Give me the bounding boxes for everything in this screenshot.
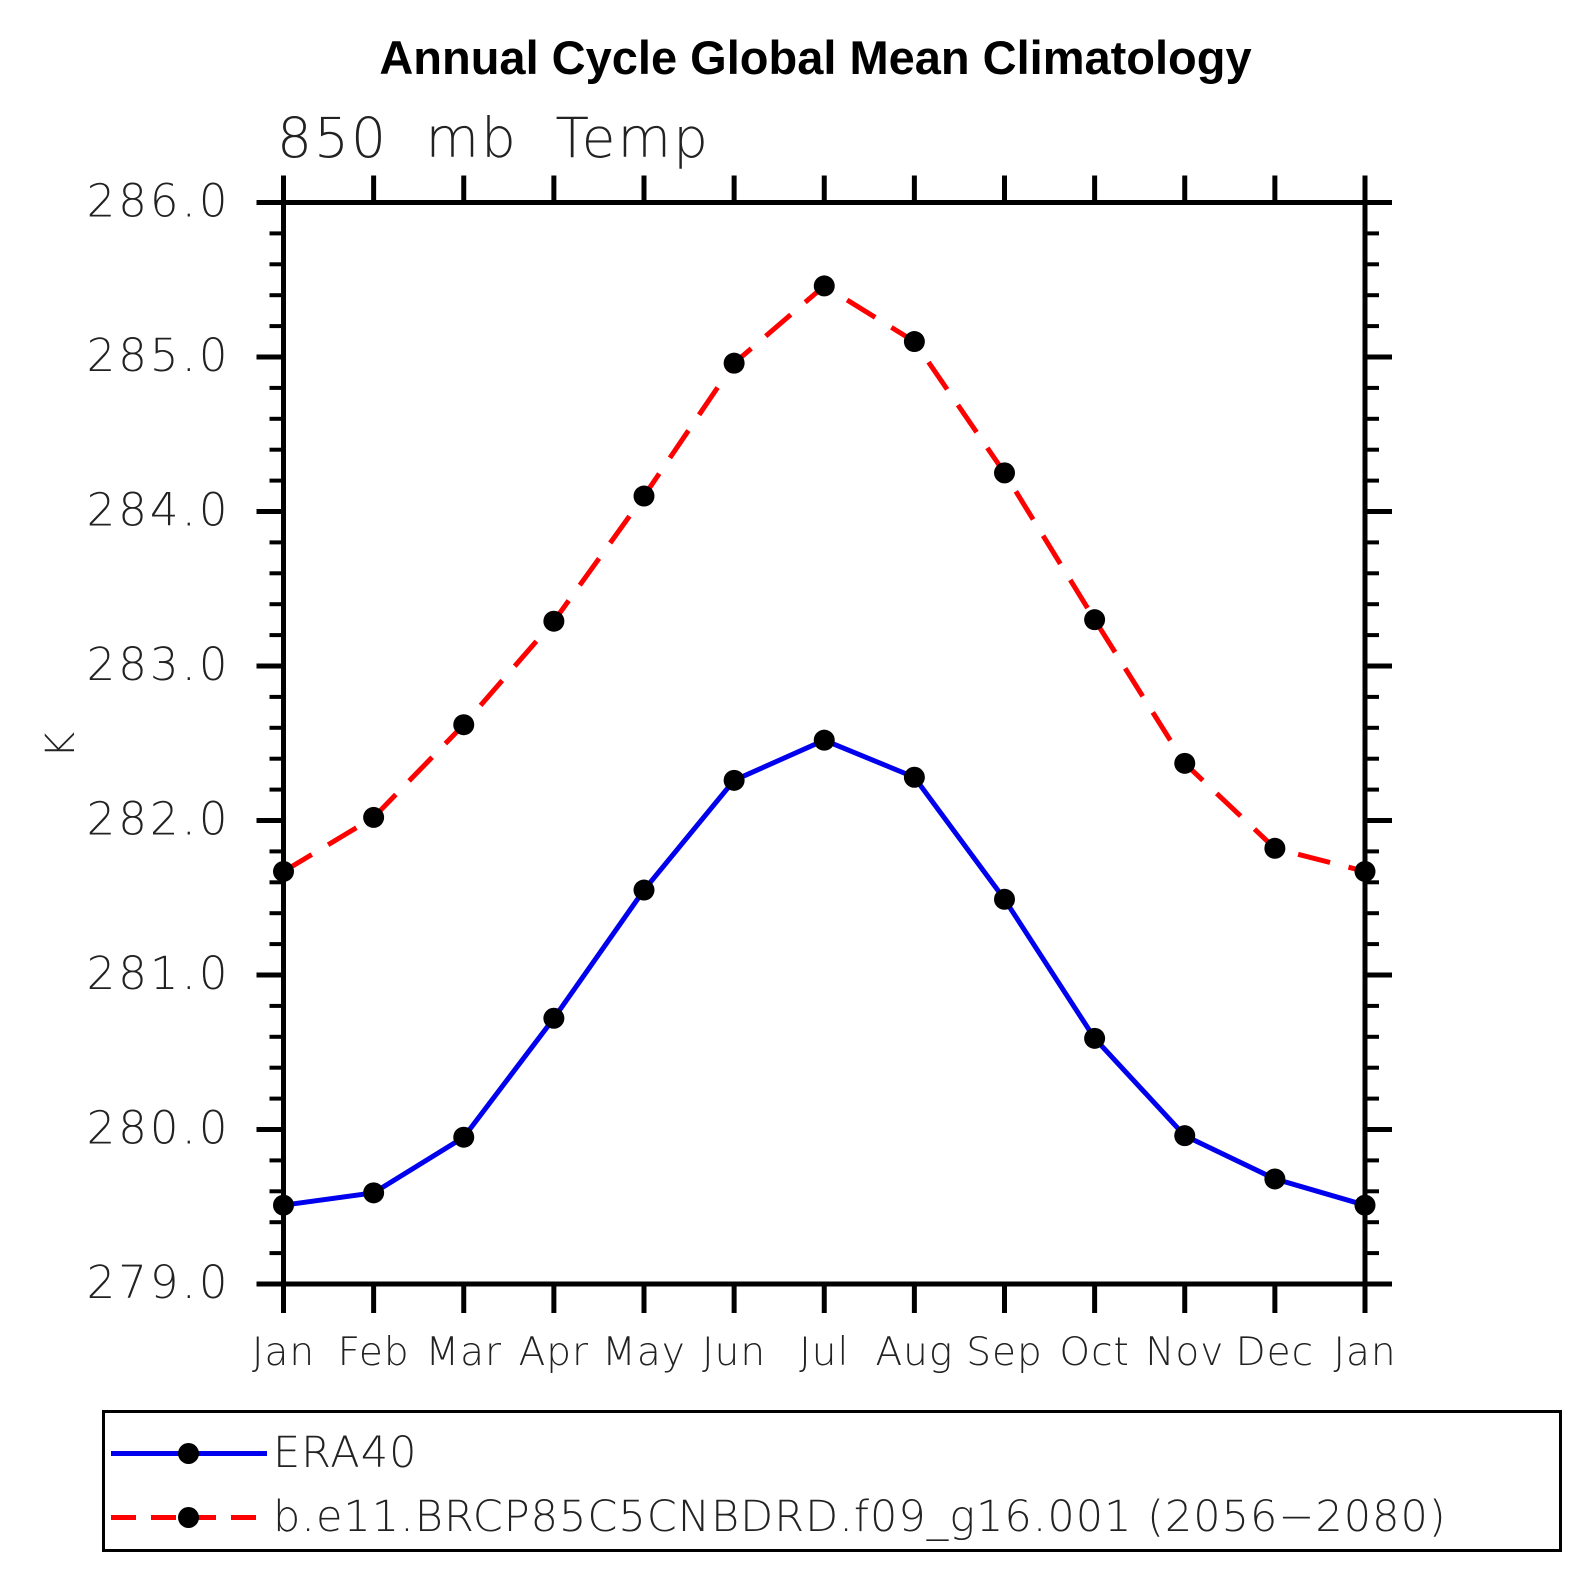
data-point-marker (1264, 1168, 1286, 1190)
data-point-marker (903, 331, 925, 353)
data-point-marker (363, 1182, 385, 1204)
data-point-marker (994, 462, 1015, 484)
data-point-marker (1084, 609, 1106, 631)
month-label: Jul (799, 1330, 849, 1375)
month-label: Jun (702, 1330, 766, 1375)
month-label: May (602, 1330, 686, 1375)
data-point-marker (1084, 1027, 1106, 1049)
legend-box: ERA40 b.e11.BRCP85C5CNBDRD.f09_g16.001 (… (102, 1410, 1562, 1552)
month-label: Aug (875, 1330, 953, 1375)
data-point-marker (1354, 860, 1376, 882)
data-point-marker (543, 1007, 565, 1029)
series-line-era40 (283, 737, 1366, 1208)
month-label: Apr (519, 1330, 589, 1375)
month-label: Feb (338, 1330, 410, 1375)
data-point-marker (633, 485, 655, 507)
legend-item-model: b.e11.BRCP85C5CNBDRD.f09_g16.001 (2056−2… (111, 1492, 1447, 1542)
data-point-marker (453, 714, 475, 736)
month-label: Oct (1059, 1330, 1129, 1375)
y-axis-tick-label: 285.0 (87, 329, 231, 382)
data-point-marker (273, 1194, 294, 1216)
series-line-model (282, 282, 1366, 874)
chart-title: Annual Cycle Global Mean Climatology (379, 31, 1252, 84)
legend-line-dashed-icon (111, 1506, 267, 1528)
data-point-marker (543, 610, 565, 632)
data-point-marker (453, 1126, 475, 1148)
data-point-marker (633, 879, 655, 901)
data-point-marker (903, 766, 925, 788)
month-label: Mar (425, 1330, 502, 1375)
data-point-marker (813, 275, 835, 297)
data-point-marker (363, 806, 385, 828)
y-axis-tick-label: 281.0 (87, 947, 231, 1000)
y-axis-tick-label: 279.0 (87, 1256, 231, 1309)
data-point-marker (1174, 752, 1196, 774)
legend-label-model: b.e11.BRCP85C5CNBDRD.f09_g16.001 (2056−2… (273, 1492, 1447, 1542)
data-point-marker (723, 352, 745, 374)
data-point-marker (1264, 837, 1286, 859)
data-point-marker (1174, 1125, 1196, 1147)
legend-label-era40: ERA40 (273, 1428, 418, 1478)
month-label: Jan (252, 1330, 315, 1375)
y-axis-tick-label: 280.0 (87, 1102, 231, 1155)
month-label: Nov (1145, 1330, 1224, 1375)
month-label: Jan (1333, 1330, 1396, 1375)
legend-line-solid-icon (111, 1442, 267, 1464)
chart-subtitle: 850 mb Temp (277, 106, 711, 170)
data-point-marker (813, 729, 835, 751)
data-point-marker (723, 769, 745, 791)
data-point-marker (994, 888, 1015, 910)
data-point-marker (1354, 1194, 1376, 1216)
y-axis-tick-label: 283.0 (87, 638, 231, 691)
legend-marker-icon (178, 1442, 199, 1464)
data-point-marker (273, 860, 294, 882)
month-label: Sep (966, 1330, 1043, 1375)
y-axis-tick-label: 284.0 (87, 484, 231, 537)
legend-item-era40: ERA40 (111, 1428, 418, 1478)
y-axis-tick-label: 282.0 (87, 793, 231, 846)
y-axis-tick-label: 286.0 (87, 175, 231, 228)
legend-marker-icon (178, 1506, 199, 1528)
month-label: Dec (1236, 1330, 1314, 1375)
